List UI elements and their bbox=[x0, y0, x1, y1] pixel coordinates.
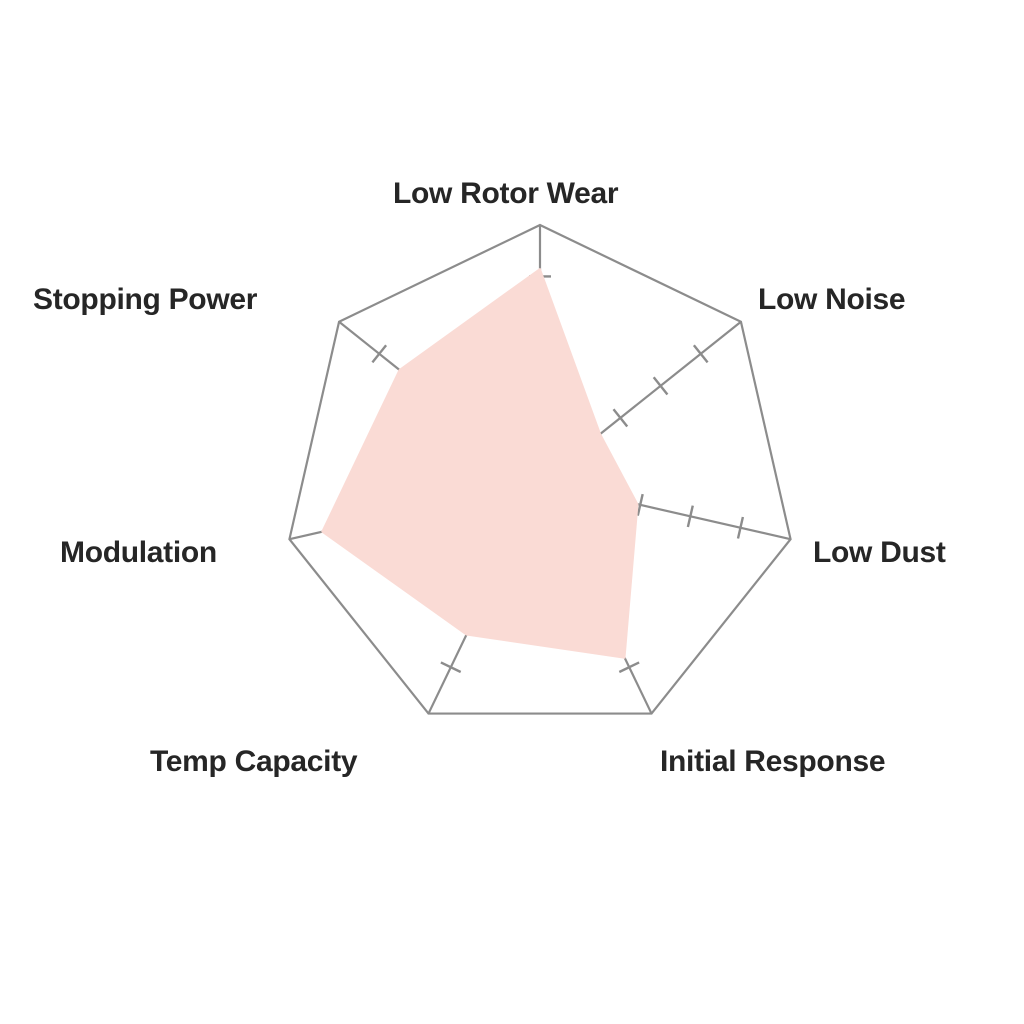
axis-label-modulation: Modulation bbox=[60, 536, 217, 569]
axis-label-initial-response: Initial Response bbox=[660, 745, 886, 778]
radar-outer-polygon-group bbox=[288, 223, 792, 715]
axis-label-low-dust: Low Dust bbox=[813, 536, 946, 569]
radar-tick-mark bbox=[652, 376, 669, 396]
axis-label-low-noise: Low Noise bbox=[758, 283, 906, 316]
radar-tick-mark bbox=[440, 661, 462, 674]
radar-tick-mark bbox=[371, 344, 388, 364]
radar-tick-mark bbox=[636, 493, 644, 516]
radar-tick-mark bbox=[736, 516, 745, 539]
axis-label-low-rotor-wear: Low Rotor Wear bbox=[393, 177, 619, 210]
radar-tick-mark bbox=[618, 661, 640, 674]
axis-label-temp-capacity: Temp Capacity bbox=[150, 745, 358, 778]
radar-tick-mark bbox=[692, 344, 709, 364]
radar-outer-polygon bbox=[288, 223, 792, 715]
radar-tick-mark bbox=[612, 408, 629, 428]
radar-series-group bbox=[321, 267, 639, 659]
radar-series-polygon bbox=[321, 267, 639, 659]
radar-tick-mark bbox=[686, 505, 694, 528]
axis-label-stopping-power: Stopping Power bbox=[33, 283, 258, 316]
